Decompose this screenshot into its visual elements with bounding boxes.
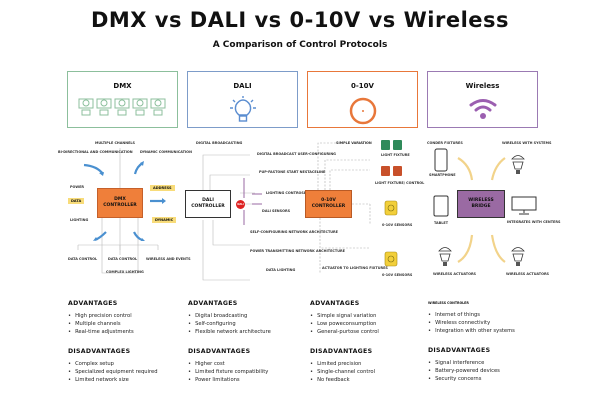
card-0-10v: 0-10V: [307, 71, 418, 128]
disadvantages-heading: DISADVANTAGES: [428, 347, 491, 354]
card-wireless-label: Wireless: [465, 82, 500, 90]
disadvantages-heading: DISADVANTAGES: [68, 348, 131, 355]
smartphone-icon: [434, 148, 448, 172]
advantage-item: Internet of things: [428, 311, 548, 319]
disadvantage-item: Battery-powered devices: [428, 367, 548, 375]
label-complex-lighting: COMPLEX LIGHTING: [106, 270, 144, 274]
dmx-controller: DMX CONTROLLER: [97, 188, 143, 218]
label-smartphone: SMARTPHONE: [429, 173, 456, 177]
advantage-item: Digital broadcasting: [188, 312, 308, 320]
dali-label: DATA LIGHTING: [266, 268, 296, 272]
disadvantage-item: Single-channel control: [310, 368, 430, 376]
advantage-item: Wireless connectivity: [428, 319, 548, 327]
disadvantage-item: Signal interference: [428, 359, 548, 367]
tag-address: ADDRESS: [150, 185, 175, 191]
card-dali-label: DALI: [233, 82, 252, 90]
disadvantage-item: Specialized equipment required: [68, 368, 188, 376]
label-power: POWER: [70, 185, 85, 189]
dali-label: PUP-FASTONE START NESTACELINE: [259, 170, 326, 174]
advantage-item: Self-configuring: [188, 320, 308, 328]
fixture-row-icon: [78, 98, 165, 116]
dali-label: LIGHTING CONTROSETS: [266, 191, 311, 195]
advantage-item: Multiple channels: [68, 320, 188, 328]
disadvantage-item: Limited network size: [68, 376, 188, 384]
bulb-icon: [438, 247, 452, 266]
light-fixture-icon: [381, 140, 402, 150]
card-dali: DALI: [187, 71, 298, 128]
tag-dynamic: DYNAMIC: [152, 217, 177, 223]
card-0-10v-label: 0-10V: [351, 82, 374, 90]
wifi-icon: [469, 99, 496, 119]
wireless-controller-heading: WIRELESS CONTROLER: [428, 301, 469, 305]
label-actuator: ACTUATOR TO LIGHTING FIXTURES: [322, 266, 388, 270]
label-tablet: TABLET: [434, 221, 449, 225]
wireless-bridge: WIRELESS BRIDGE: [457, 190, 505, 218]
card-wireless: Wireless: [427, 71, 538, 128]
dali-label: DIGITAL BROADCAST USER-CONFIGURING: [257, 152, 336, 156]
label-conder-fixtures: CONDER FIXTURES: [427, 141, 463, 145]
advantage-item: Integration with other systems: [428, 327, 548, 335]
label-dynamic-communication: DYNAMIC COMMUNICATION: [140, 150, 192, 154]
disadvantages-heading: DISADVANTAGES: [188, 348, 251, 355]
subtitle: A Comparison of Control Protocols: [212, 40, 388, 50]
bulb-icon: [511, 247, 525, 266]
advantages-heading: ADVANTAGES: [188, 300, 238, 307]
label-multiple-channels: MULTIPLE CHANNELS: [95, 141, 135, 145]
monitor-icon: [511, 196, 537, 215]
label-lighting: LIGHTING: [70, 218, 89, 222]
disadvantage-item: No feedback: [310, 376, 430, 384]
advantage-item: Simple signal variation: [310, 312, 430, 320]
dial-icon: [349, 97, 376, 125]
sensor-icon: [384, 251, 398, 267]
label-wireless-with-systems: WIRELESS WITH SYSTEMS: [502, 141, 552, 145]
disadvantage-item: Limited precision: [310, 360, 430, 368]
bulb-icon: [511, 155, 525, 174]
advantage-item: Real-time adjustments: [68, 328, 188, 336]
label-simple-variation: SIMPLE VARIATION: [336, 141, 372, 145]
label-sensors-2: 0-10V SENSORS: [382, 273, 413, 277]
column-dmx: ADVANTAGES High precision controlMultipl…: [68, 300, 188, 396]
dali-badge: DALI: [236, 200, 245, 209]
tag-data: DATA: [68, 198, 85, 204]
diagram-connectors: [77, 142, 506, 281]
dali-label: DALI SENSORS: [262, 209, 291, 213]
dali-label: POWER TRANSMITTING NETWORK ARCHITECTURE: [250, 249, 345, 253]
disadvantage-item: Limited fixture compatibility: [188, 368, 308, 376]
advantages-heading: ADVANTAGES: [68, 300, 118, 307]
dali-label: SELF-CONFIGURING NETWORK ARCHITECTURE: [250, 230, 338, 234]
label-light-fixture: LIGHT FIXTURE: [381, 153, 410, 157]
column-0-10v: ADVANTAGES Simple signal variationLow po…: [310, 300, 430, 396]
label-wireless-actuators-1: WIRELESS ACTUATORS: [433, 272, 476, 276]
label-wireless-actuators-2: WIRELESS ACTUATORS: [506, 272, 549, 276]
advantage-item: Flexible network architecture: [188, 328, 308, 336]
disadvantage-item: Security concerns: [428, 375, 548, 383]
dali-controller: DALI CONTROLLER: [185, 190, 231, 218]
sensor-icon: [384, 200, 398, 216]
label-data-control-1: DATA CONTROL: [68, 257, 98, 261]
label-data-control-2: DATA CONTROL: [108, 257, 138, 261]
advantages-heading: ADVANTAGES: [310, 300, 360, 307]
card-dmx-label: DMX: [113, 82, 132, 90]
disadvantage-item: Complex setup: [68, 360, 188, 368]
advantage-item: Low poweconsumption: [310, 320, 430, 328]
column-dali: ADVANTAGES Digital broadcastingSelf-conf…: [188, 300, 308, 396]
disadvantage-item: Higher cost: [188, 360, 308, 368]
label-digital-broadcasting: DIGITAL BROADCASTING: [196, 141, 243, 145]
disadvantage-item: Power limitations: [188, 376, 308, 384]
light-fixture-control-icon: [381, 166, 402, 176]
advantage-item: High precision control: [68, 312, 188, 320]
lightbulb-icon: [229, 96, 256, 122]
label-bidirectional: BI-DIRECTIONAL AND COMMUNICATION: [58, 150, 133, 154]
label-sensors-1: 0-10V SENSORS: [382, 223, 413, 227]
tablet-icon: [433, 195, 449, 217]
disadvantages-heading: DISADVANTAGES: [310, 348, 373, 355]
column-wireless: WIRELESS CONTROLER Internet of thingsWir…: [428, 300, 548, 395]
card-dmx: DMX: [67, 71, 178, 128]
0-10v-controller: 0-10V CONTROLLER: [305, 190, 352, 218]
label-light-fixture-control: LIGHT FIXTURE/ CONTROL: [375, 181, 425, 185]
label-integrates: INTEGRATES WITH CENTERS: [507, 220, 561, 224]
advantage-item: General-purtose control: [310, 328, 430, 336]
label-wireless-events: WIRELESS AND EVENTS: [146, 257, 191, 261]
main-title: DMX vs DALI vs 0-10V vs Wireless: [90, 8, 510, 32]
